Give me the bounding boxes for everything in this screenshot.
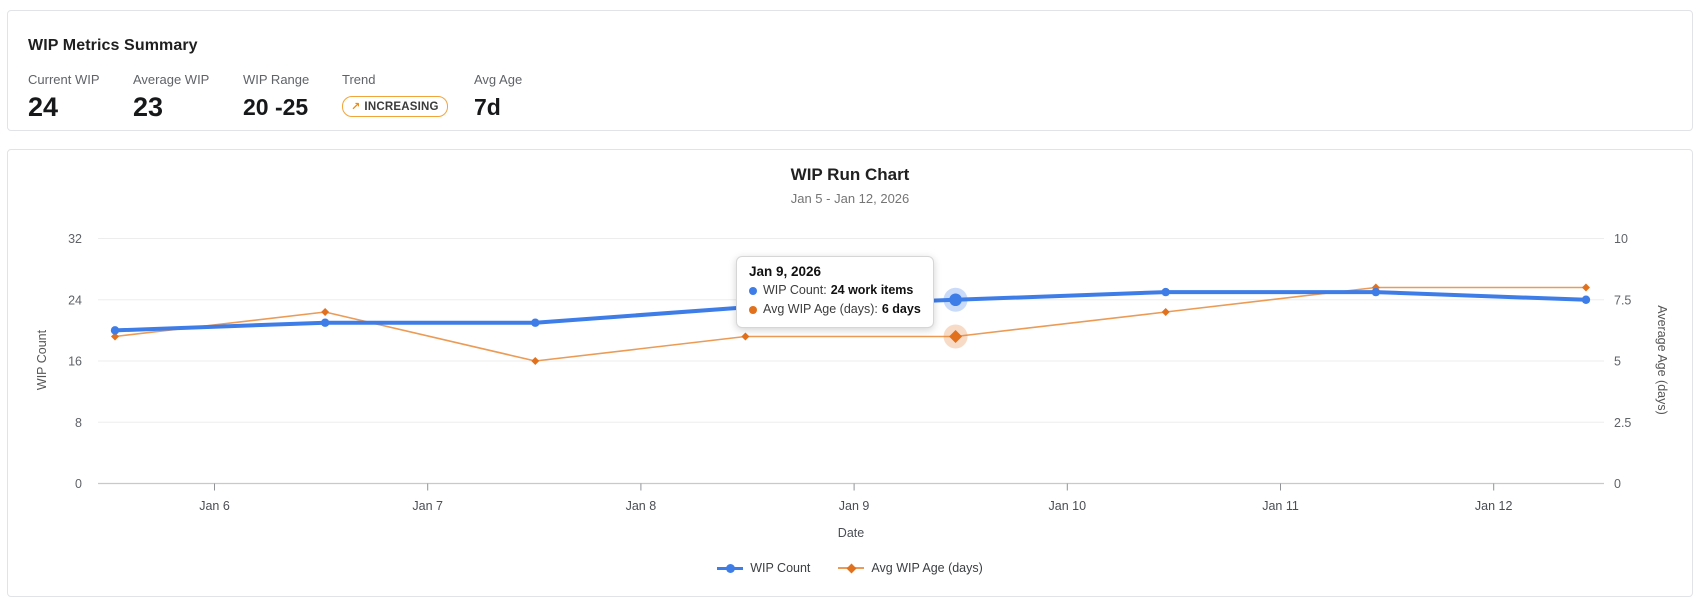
- left-axis-tick-label: 16: [68, 355, 82, 369]
- data-point-jan-7[interactable]: [531, 357, 540, 365]
- wip-run-chart-plot[interactable]: 32 10 24 7.5 16 5 8 2.5 0 0 Jan 6 Jan 7 Jan 8 Jan 9 Ja…: [8, 150, 1694, 598]
- legend-line-diamond-icon: [838, 562, 865, 574]
- trend-badge: ↗ INCREASING: [342, 96, 448, 117]
- chart-subtitle: Jan 5 - Jan 12, 2026: [790, 191, 910, 206]
- tooltip-row-value: 6 days: [881, 302, 921, 316]
- tooltip-row-value: 24 work items: [830, 283, 914, 297]
- data-point-jan-5[interactable]: [111, 332, 119, 341]
- right-axis-tick-label: 5: [1614, 355, 1621, 369]
- metric-value: 20 -25: [243, 94, 309, 120]
- data-point-jan-6[interactable]: [321, 308, 330, 316]
- wip-metrics-summary-card: WIP Metrics Summary Current WIP 24 Average…: [7, 10, 1693, 131]
- series-color-dot-icon: [749, 305, 757, 314]
- data-point-jan-9[interactable]: [949, 330, 963, 343]
- summary-title: WIP Metrics Summary: [28, 37, 198, 54]
- data-point-jan-12[interactable]: [1581, 295, 1591, 304]
- chart-title: WIP Run Chart: [790, 165, 910, 184]
- tooltip-row: WIP Count: 24 work items: [749, 281, 921, 300]
- data-point-jan-6[interactable]: [320, 318, 330, 327]
- x-axis-tick-label: Jan 6: [199, 499, 230, 513]
- tooltip-date: Jan 9, 2026: [749, 264, 822, 279]
- x-axis-tick-label: Jan 10: [1049, 499, 1087, 513]
- right-axis-tick-label: 2.5: [1614, 416, 1631, 430]
- chart-legend: WIP Count Avg WIP Age (days): [8, 561, 1692, 575]
- right-axis-tick-label: 10: [1614, 232, 1628, 246]
- metric-label: Average WIP: [133, 72, 210, 87]
- metric-current-wip: Current WIP 24: [28, 72, 133, 123]
- x-axis-tick-label: Jan 8: [626, 499, 657, 513]
- tooltip-row-label: WIP Count:: [763, 283, 827, 297]
- metric-label: Avg Age: [474, 72, 523, 87]
- data-point-jan-9[interactable]: [949, 293, 962, 307]
- left-axis-tick-label: 24: [68, 293, 82, 307]
- trend-up-arrow-icon: ↗: [351, 101, 361, 113]
- series-color-dot-icon: [749, 286, 757, 295]
- metric-label: WIP Range: [243, 72, 310, 87]
- metric-wip-range: WIP Range 20 -25: [243, 72, 342, 123]
- data-point-jan-12[interactable]: [1581, 283, 1590, 292]
- data-point-jan-10[interactable]: [1161, 308, 1170, 316]
- left-axis-title: WIP Count: [35, 329, 49, 390]
- tooltip-row-label: Avg WIP Age (days):: [763, 302, 878, 316]
- tooltip-rows: WIP Count: 24 work items Avg WIP Age (days…: [749, 281, 921, 319]
- metric-average-wip: Average WIP 23: [133, 72, 243, 123]
- trend-badge-label: INCREASING: [364, 100, 439, 113]
- x-axis-tick-label: Jan 9: [839, 499, 870, 513]
- metric-value: 7d: [474, 94, 501, 120]
- metric-value: 24: [28, 92, 59, 122]
- right-axis-tick-label: 7.5: [1614, 293, 1631, 307]
- x-axis-tick-label: Jan 11: [1262, 499, 1299, 513]
- legend-item-avg-wip-age-days-[interactable]: Avg WIP Age (days): [838, 561, 983, 575]
- metric-value: 23: [133, 92, 164, 122]
- left-axis-tick-label: 0: [75, 477, 82, 491]
- right-axis-title: Average Age (days): [1655, 305, 1669, 415]
- legend-line-dot-icon: [717, 562, 744, 574]
- metric-avg-age: Avg Age 7d: [474, 72, 522, 123]
- data-point-jan-5[interactable]: [110, 326, 120, 335]
- left-axis-tick-label: 8: [75, 416, 82, 430]
- left-axis-tick-label: 32: [68, 232, 82, 246]
- right-axis-tick-label: 0: [1614, 477, 1621, 491]
- metrics-row: Current WIP 24 Average WIP 23 WIP Range 20 -2…: [28, 72, 1672, 123]
- x-axis-title: Date: [838, 526, 864, 540]
- data-point-jan-11[interactable]: [1371, 287, 1381, 297]
- metric-label: Current WIP: [28, 72, 100, 87]
- legend-label: Avg WIP Age (days): [871, 561, 983, 575]
- legend-label: WIP Count: [750, 561, 811, 575]
- metric-label: Trend: [342, 72, 376, 87]
- wip-run-chart-card: WIP Run Chart Jan 5 - Jan 12, 2026 32 10 2…: [7, 149, 1693, 597]
- data-point-jan-8[interactable]: [741, 332, 750, 341]
- tooltip-row: Avg WIP Age (days): 6 days: [749, 300, 921, 319]
- chart-tooltip: Jan 9, 2026 WIP Count: 24 work items Avg W…: [736, 256, 934, 328]
- metric-trend: Trend ↗ INCREASING: [342, 72, 474, 117]
- legend-item-wip-count[interactable]: WIP Count: [717, 561, 810, 575]
- x-axis-tick-label: Jan 7: [412, 499, 443, 513]
- data-point-jan-7[interactable]: [531, 318, 540, 327]
- x-axis-tick-label: Jan 12: [1475, 499, 1513, 513]
- data-point-jan-10[interactable]: [1161, 287, 1170, 297]
